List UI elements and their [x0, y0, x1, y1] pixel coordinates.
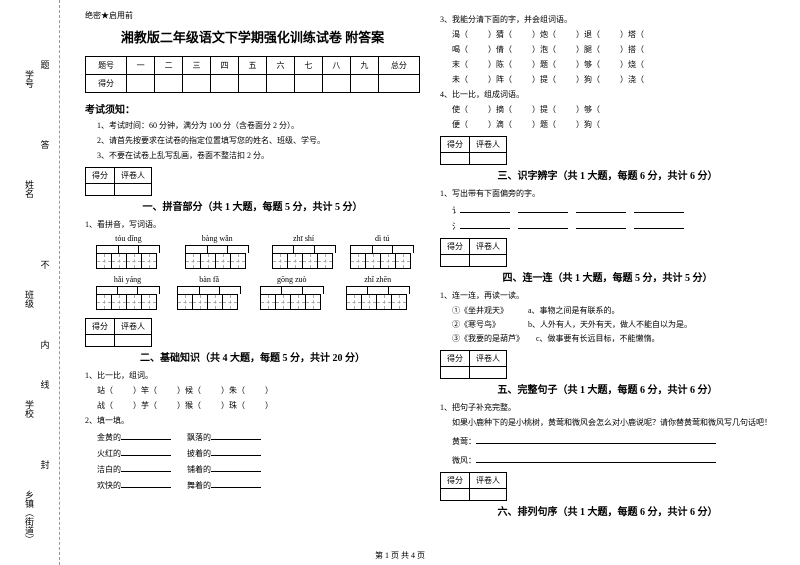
part5-q1: 1、把句子补充完整。	[440, 402, 775, 413]
fill-line: 火红的 披着的	[97, 446, 420, 459]
pinyin-item: tóu dǐng	[85, 234, 172, 271]
part5-title: 五、完整句子（共 1 大题，每题 6 分，共计 6 分）	[440, 381, 775, 396]
page-footer: 第 1 页 共 4 页	[375, 550, 425, 561]
pinyin-item: hǎi yáng	[85, 275, 170, 312]
score-header: 五	[239, 57, 267, 75]
pinyin-item: bàn fǎ	[170, 275, 248, 312]
notice-item: 2、请首先按要求在试卷的指定位置填写您的姓名、班级、学号。	[97, 135, 420, 146]
part2-q1: 1、比一比，组词。	[85, 370, 420, 381]
notice-title: 考试须知：	[85, 101, 420, 116]
grade-box: 得分评卷人	[440, 238, 507, 267]
part3-q1: 1、写出带有下面偏旁的字。	[440, 188, 775, 199]
binding-mark: 题	[39, 60, 52, 69]
score-header: 总分	[378, 57, 419, 75]
binding-label-id: 学号	[23, 70, 36, 88]
grade-box: 得分评卷人	[85, 318, 152, 347]
part5-context: 如果小鹿种下的是小桃树，黄莺和微风会怎么对小鹿说呢？请你替黄莺和微风写几句话吧！	[452, 417, 775, 428]
score-table: 题号 一 二 三 四 五 六 七 八 九 总分 得分	[85, 56, 420, 93]
char-row: 站（ ）竿（ ）候（ ）朱（ ）	[97, 385, 420, 396]
connect-item: ①《坐井观天》 a、事物之间是有联系的。	[452, 305, 775, 316]
fill-line: 洁白的 铺着的	[97, 462, 420, 475]
char-row: 喝（）倩（）泡（）腿（）搭（	[452, 44, 775, 55]
char-row: 未（）阵（）提（）狗（）浇（	[452, 74, 775, 85]
left-column: 绝密★启用前 湘教版二年级语文下学期强化训练试卷 附答案 题号 一 二 三 四 …	[75, 10, 430, 555]
score-header: 九	[350, 57, 378, 75]
fill-line: 金黄的 飘落的	[97, 430, 420, 443]
exam-title: 湘教版二年级语文下学期强化训练试卷 附答案	[85, 27, 420, 46]
pinyin-item: gōng zuò	[248, 275, 335, 312]
binding-mark: 答	[39, 140, 52, 149]
part2-q3: 3、我能分清下面的字，并会组词语。	[440, 14, 775, 25]
char-row: 战（ ）芋（ ）猴（ ）珠（ ）	[97, 400, 420, 411]
notice-item: 1、考试时间：60 分钟，满分为 100 分（含卷面分 2 分）。	[97, 120, 420, 131]
score-header: 八	[322, 57, 350, 75]
binding-mark: 不	[39, 260, 52, 269]
fill-line: 欢快的 舞着的	[97, 478, 420, 491]
part4-title: 四、连一连（共 1 大题，每题 5 分，共计 5 分）	[440, 269, 775, 284]
part3-title: 三、识字辨字（共 1 大题，每题 6 分，共计 6 分）	[440, 167, 775, 182]
char-row: 末（）陈（）题（）够（）烧（	[452, 59, 775, 70]
pinyin-item: dì tú	[344, 234, 420, 271]
binding-label-school: 学校	[23, 400, 36, 418]
right-column: 3、我能分清下面的字，并会组词语。 渴（）猜（）炮（）退（）塔（ 喝（）倩（）泡…	[430, 10, 785, 555]
confidential-mark: 绝密★启用前	[85, 10, 420, 21]
part1-title: 一、拼音部分（共 1 大题，每题 5 分，共计 5 分）	[85, 198, 420, 213]
binding-label-name: 姓名	[23, 180, 36, 198]
binding-label-class: 班级	[23, 290, 36, 308]
char-row: 便（）滴（）题（）狗（	[452, 119, 775, 130]
score-header: 七	[294, 57, 322, 75]
grade-box: 得分评卷人	[440, 136, 507, 165]
part6-title: 六、排列句序（共 1 大题，每题 6 分，共计 6 分）	[440, 503, 775, 518]
pinyin-item: zhī shí	[263, 234, 345, 271]
char-row: 渴（）猜（）炮（）退（）塔（	[452, 29, 775, 40]
notice-item: 3、不要在试卷上乱写乱画，卷面不整洁扣 2 分。	[97, 150, 420, 161]
grade-box: 得分评卷人	[440, 350, 507, 379]
score-header: 六	[266, 57, 294, 75]
binding-margin: 乡镇（街道） 学校 班级 姓名 学号 封 线 内 不 答 题	[0, 0, 60, 565]
char-row: 使（）摘（）提（）够（	[452, 104, 775, 115]
binding-label-township: 乡镇（街道）	[23, 490, 36, 544]
part2-title: 二、基础知识（共 4 大题，每题 5 分，共计 20 分）	[85, 349, 420, 364]
pinyin-row: hǎi yáng bàn fǎ gōng zuò zhǐ zhēn	[85, 275, 420, 312]
binding-mark: 封	[39, 460, 52, 469]
part1-q1: 1、看拼音，写词语。	[85, 219, 420, 230]
binding-mark: 内	[39, 340, 52, 349]
part2-q2: 2、填一填。	[85, 415, 420, 426]
score-header: 四	[211, 57, 239, 75]
radical-line: 氵	[452, 219, 775, 232]
connect-item: ③《我要的是葫芦》 c、做事要有长远目标，不能懒惰。	[452, 333, 775, 344]
part2-q4: 4、比一比，组成词语。	[440, 89, 775, 100]
connect-item: ②《寒号鸟》 b、人外有人，天外有天，做人不能自以为是。	[452, 319, 775, 330]
score-header: 一	[127, 57, 155, 75]
radical-line: 讠	[452, 203, 775, 216]
score-header: 二	[155, 57, 183, 75]
writing-lines: 黄莺： 微风：	[452, 434, 775, 466]
score-header: 三	[183, 57, 211, 75]
score-header: 题号	[86, 57, 127, 75]
pinyin-item: bàng wǎn	[172, 234, 263, 271]
grade-box: 得分评卷人	[440, 472, 507, 501]
score-label: 得分	[86, 75, 127, 93]
pinyin-item: zhǐ zhēn	[335, 275, 420, 312]
part4-q1: 1、连一连，再读一读。	[440, 290, 775, 301]
grade-box: 得分评卷人	[85, 167, 152, 196]
binding-mark: 线	[39, 380, 52, 389]
pinyin-row: tóu dǐng bàng wǎn zhī shí dì tú	[85, 234, 420, 271]
main-content: 绝密★启用前 湘教版二年级语文下学期强化训练试卷 附答案 题号 一 二 三 四 …	[60, 0, 800, 565]
